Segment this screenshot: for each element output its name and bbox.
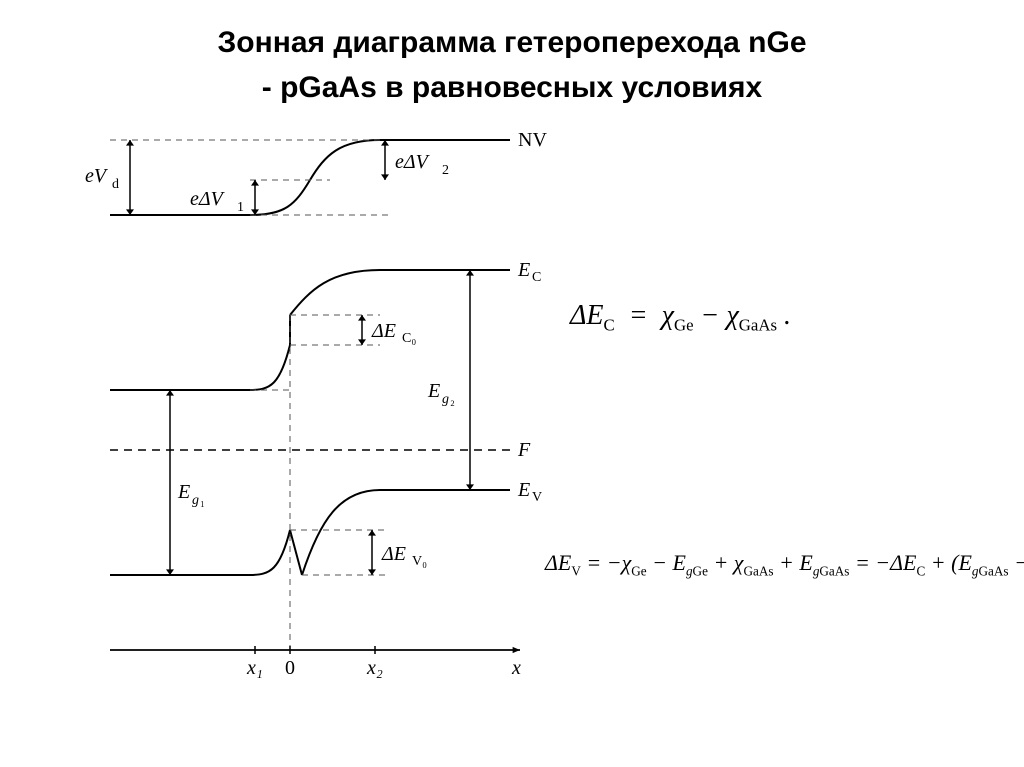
- svg-text:x: x: [511, 657, 521, 679]
- svg-text:E: E: [427, 380, 440, 402]
- svg-text:ΔE: ΔE: [371, 320, 396, 342]
- svg-text:V₀: V₀: [412, 554, 427, 569]
- svg-text:E: E: [177, 481, 190, 503]
- svg-text:C: C: [532, 270, 541, 285]
- content-area: eVdeΔV1eΔV2NVΔEC₀Eg₂ECFEg₁ΔEV₀EVx₁0x₂x Δ…: [0, 120, 1024, 700]
- svg-text:F: F: [517, 439, 531, 461]
- svg-text:NV: NV: [518, 129, 547, 151]
- band-diagram: eVdeΔV1eΔV2NVΔEC₀Eg₂ECFEg₁ΔEV₀EVx₁0x₂x: [50, 120, 550, 680]
- equation-delta-ec: ΔEC = χGe − χGaAs .: [570, 300, 791, 336]
- svg-text:g: g: [192, 493, 199, 508]
- svg-text:g: g: [442, 392, 449, 407]
- svg-text:E: E: [517, 479, 530, 501]
- svg-text:eΔV: eΔV: [395, 151, 431, 173]
- svg-text:d: d: [112, 177, 119, 192]
- svg-text:1: 1: [237, 200, 244, 215]
- page-title: Зонная диаграмма гетероперехода nGe - pG…: [0, 0, 1024, 120]
- svg-text:C₀: C₀: [402, 331, 416, 346]
- equation-delta-ev: ΔEV = −χGe − EgGe + χGaAs + EgGaAs = −ΔE…: [545, 550, 1024, 579]
- svg-text:eΔV: eΔV: [190, 188, 226, 210]
- svg-text:x₁: x₁: [246, 657, 263, 679]
- svg-text:eV: eV: [85, 165, 109, 187]
- title-line-1: Зонная диаграмма гетероперехода nGe: [217, 26, 806, 59]
- svg-text:E: E: [517, 259, 530, 281]
- svg-text:V: V: [532, 490, 542, 505]
- svg-text:ΔE: ΔE: [381, 543, 406, 565]
- svg-text:0: 0: [285, 657, 295, 679]
- svg-text:₂: ₂: [450, 392, 455, 407]
- title-line-2: - pGaAs в равновесных условиях: [262, 71, 763, 104]
- svg-text:₁: ₁: [200, 493, 205, 508]
- svg-text:2: 2: [442, 163, 449, 178]
- svg-text:x₂: x₂: [366, 657, 383, 679]
